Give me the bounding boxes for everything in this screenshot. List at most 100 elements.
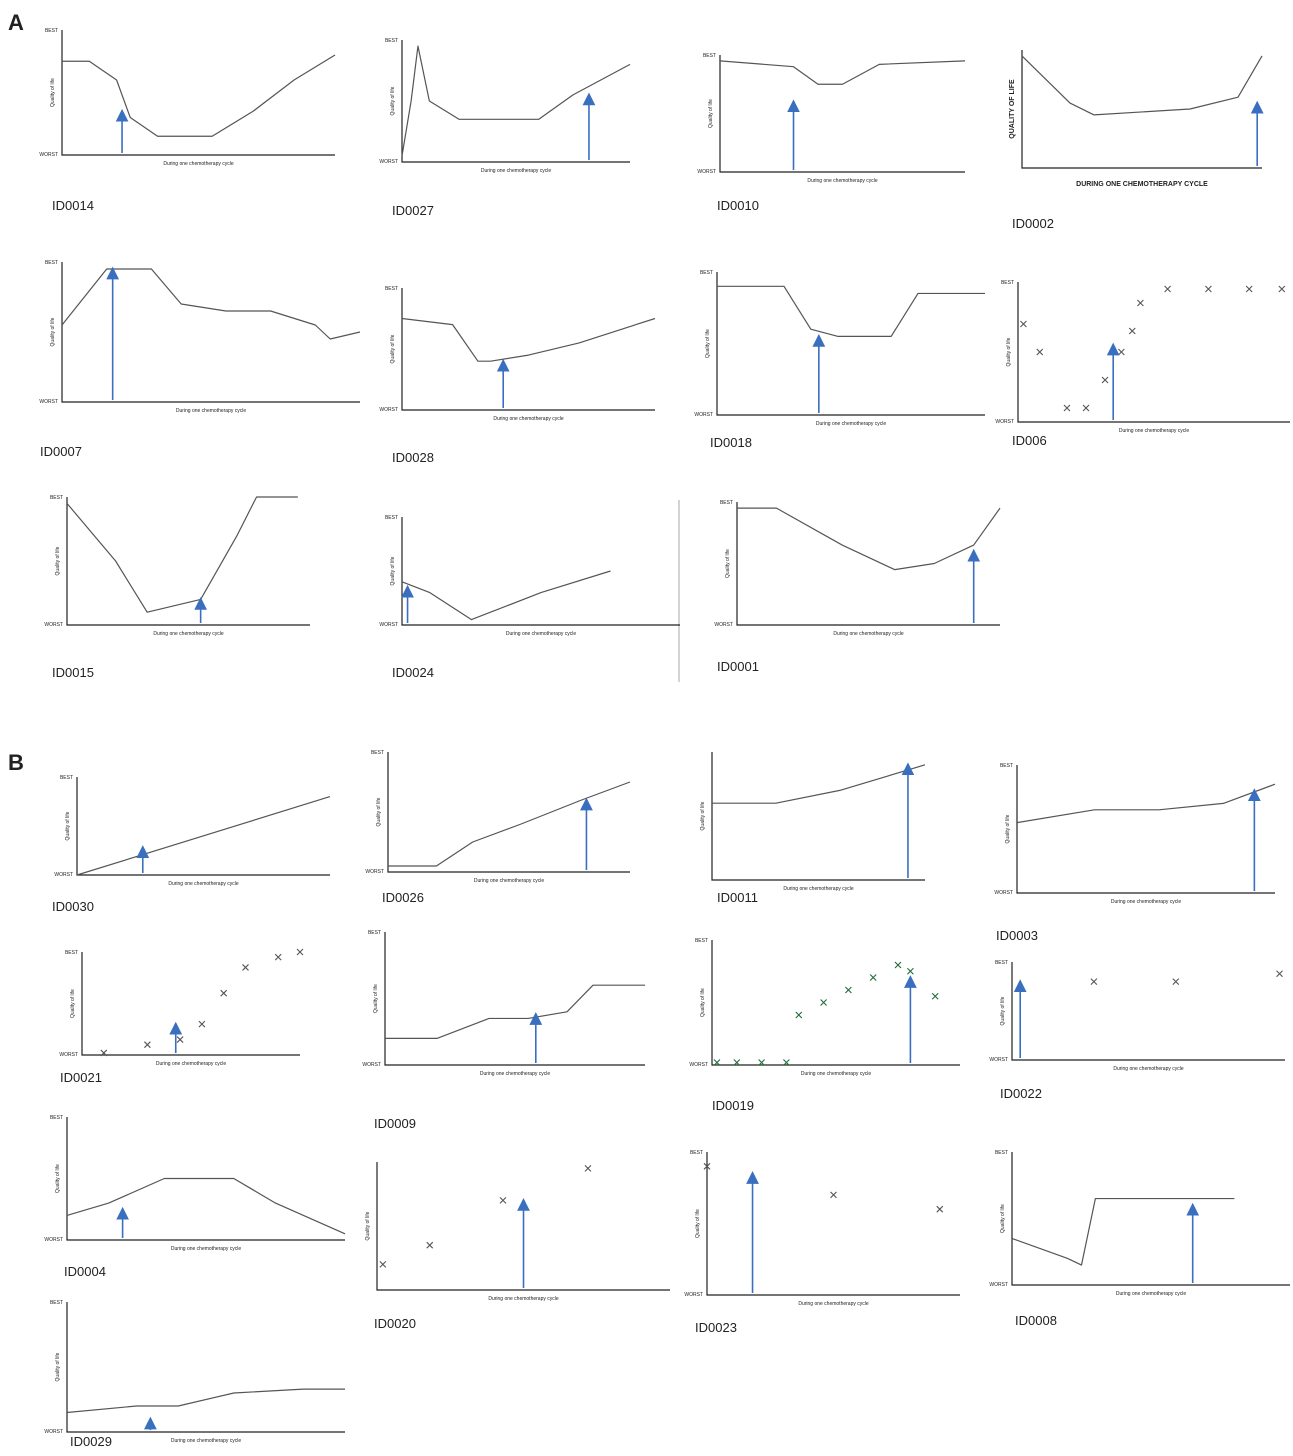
sketch: During one chemotherapy cycle Quality of … [700,752,926,905]
sketch: During one chemotherapy cycle Quality of … [379,515,680,680]
x-axis-label: During one chemotherapy cycle [163,161,234,167]
best-label: BEST [385,515,398,521]
x-axis-label: During one chemotherapy cycle [168,881,239,887]
sketch-id: ID0023 [695,1320,737,1335]
y-axis-label: Quality of life [55,546,61,575]
y-axis-label: Quality of life [390,556,396,585]
sketch: During one chemotherapy cycle Quality of … [995,280,1290,448]
x-axis-label: During one chemotherapy cycle [1111,899,1182,905]
best-label: BEST [371,750,384,756]
cross-mark [869,974,877,981]
x-axis-label: During one chemotherapy cycle [807,178,878,184]
x-axis-label: During one chemotherapy cycle [153,631,224,637]
cross-mark [820,999,827,1006]
sketch: During one chemotherapy cycle Quality of … [379,286,656,465]
axes [61,30,335,156]
best-label: BEST [50,1115,63,1121]
curve [76,796,331,876]
sketch-id: ID0010 [717,198,759,213]
cross-mark [758,1059,765,1066]
x-axis-label: During one chemotherapy cycle [493,416,564,422]
cross-mark [1278,285,1286,293]
cross-mark [1164,285,1171,293]
y-axis-label: Quality of life [390,334,396,363]
axes [384,932,645,1066]
y-axis-label: Quality of life [50,317,56,346]
sketch-id: ID0026 [382,890,424,905]
axes [387,752,630,873]
y-axis-label: QUALITY OF LIFE [1009,79,1016,139]
curve [401,570,611,621]
cross-mark [274,953,282,961]
worst-label: WORST [714,622,733,628]
cross-mark [894,961,902,969]
x-axis-label: During one chemotherapy cycle [1116,1291,1187,1297]
sketch: During one chemotherapy cycle Quality of … [44,495,310,680]
sketch: During one chemotherapy cycle Quality of … [989,1150,1290,1328]
panel-letter: A [8,10,24,35]
curve [1016,783,1276,824]
y-axis-label: Quality of life [55,1352,61,1381]
cross-mark [907,967,914,975]
curve [385,984,645,1040]
best-label: BEST [690,1150,703,1156]
cross-mark [1117,348,1125,356]
best-label: BEST [50,1300,63,1306]
y-axis-label: Quality of life [376,797,382,826]
sketch: During one chemotherapy cycle Quality of … [689,938,960,1113]
cross-mark [198,1020,206,1028]
sketch-id: ID0029 [70,1434,112,1449]
curve [66,1177,346,1235]
curve [61,268,361,340]
y-axis-label: Quality of life [1000,996,1006,1025]
cross-mark [1205,285,1212,293]
worst-label: WORST [684,1292,703,1298]
sketch-id: ID0008 [1015,1313,1057,1328]
y-axis-label: Quality of life [365,1211,371,1240]
cross-mark [144,1041,151,1049]
cross-mark [1020,320,1027,328]
best-label: BEST [703,53,716,59]
sketch: During one chemotherapy cycle Quality of … [694,270,985,450]
best-label: BEST [995,960,1008,966]
y-axis-label: Quality of life [55,1164,61,1193]
sketch-id: ID0011 [717,890,758,905]
sketch-id: ID0001 [717,659,759,674]
curve [737,507,1001,571]
sketch-id: ID0018 [710,435,752,450]
curve [66,1388,345,1414]
best-label: BEST [45,28,58,34]
cross-mark [220,989,228,997]
sketch: During one chemotherapy cycle Quality of … [39,28,336,213]
worst-label: WORST [994,890,1013,896]
cross-mark [1172,978,1180,985]
sketch: During one chemotherapy cycle Quality of … [44,1115,346,1279]
worst-label: WORST [54,872,73,878]
axes [1021,50,1262,169]
best-label: BEST [695,938,708,944]
best-label: BEST [385,38,398,44]
cross-mark [1276,970,1283,978]
worst-label: WORST [44,622,63,628]
sketch: During one chemotherapy cycle Quality of … [362,930,645,1131]
best-label: BEST [1001,280,1014,286]
x-axis-label: During one chemotherapy cycle [488,1296,559,1302]
sketch: During one chemotherapy cycle Quality of … [365,750,631,905]
sketch: DURING ONE CHEMOTHERAPY CYCLE QUALITY OF … [1009,50,1264,231]
worst-label: WORST [39,152,58,158]
y-axis-label: Quality of life [1000,1204,1006,1233]
x-axis-label: During one chemotherapy cycle [176,408,247,414]
y-axis-label: Quality of life [725,549,731,578]
x-axis-label: During one chemotherapy cycle [801,1071,872,1077]
sketch-id: ID0030 [52,899,94,914]
cross-mark [931,992,939,1000]
worst-label: WORST [39,399,58,405]
axes [736,502,1000,626]
sketch-id: ID0024 [392,665,434,680]
sketch: During one chemotherapy cycle Quality of … [697,53,966,213]
curve [719,60,966,85]
y-axis-label: Quality of life [705,329,711,358]
x-axis-label: During one chemotherapy cycle [1119,428,1190,434]
cross-mark [426,1241,434,1249]
cross-mark [733,1059,741,1066]
